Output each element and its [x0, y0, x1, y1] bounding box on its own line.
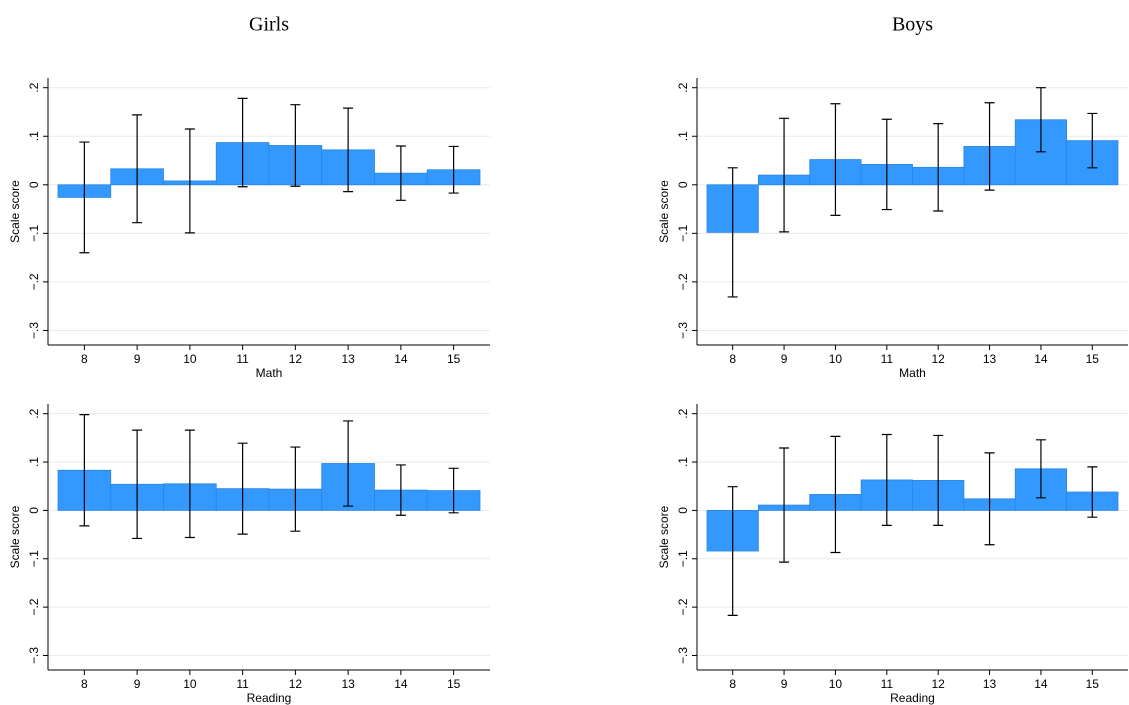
error-bar: [984, 102, 995, 191]
y-axis-label: Scale score: [8, 505, 22, 568]
x-tick-label: 9: [134, 677, 141, 691]
y-tick-label: 0: [676, 181, 690, 188]
x-tick-label: 9: [781, 677, 788, 691]
x-tick-label: 8: [81, 352, 88, 366]
y-tick-label: −.3: [676, 647, 690, 664]
error-bar: [290, 446, 301, 532]
x-tick-label: 15: [1086, 677, 1100, 691]
error-bar: [395, 145, 406, 201]
panel-title: Girls: [249, 14, 289, 36]
x-tick-label: 13: [341, 677, 355, 691]
x-tick-label: 13: [983, 677, 997, 691]
y-tick-label: −.2: [27, 273, 41, 290]
x-tick-label: 10: [183, 352, 197, 366]
y-tick-label: .2: [27, 82, 41, 92]
y-tick-label: .1: [676, 457, 690, 467]
x-tick-label: 11: [236, 352, 249, 366]
x-tick-label: 9: [781, 352, 788, 366]
x-tick-label: 12: [289, 677, 303, 691]
x-tick-label: 14: [394, 352, 408, 366]
error-bar: [448, 145, 459, 194]
error-bar: [1035, 439, 1046, 499]
x-tick-label: 14: [394, 677, 408, 691]
error-bar: [448, 467, 459, 514]
x-tick-label: 15: [1086, 352, 1100, 366]
x-tick-label: 14: [1034, 677, 1048, 691]
error-bar: [343, 107, 354, 193]
x-tick-label: 10: [183, 677, 197, 691]
y-tick-label: −.3: [27, 322, 41, 339]
error-bar: [184, 429, 195, 539]
x-axis-label: Math: [899, 366, 926, 380]
y-tick-label: .1: [27, 457, 41, 467]
x-tick-label: 11: [881, 352, 894, 366]
x-tick-label: 12: [932, 352, 946, 366]
error-bar: [132, 114, 143, 224]
y-tick-label: 0: [676, 507, 690, 514]
y-tick-label: −.2: [676, 273, 690, 290]
x-tick-label: 15: [447, 352, 461, 366]
x-tick-label: 13: [983, 352, 997, 366]
error-bar: [290, 104, 301, 187]
error-bar: [132, 429, 143, 540]
error-bar: [779, 117, 790, 233]
error-bar: [237, 97, 248, 188]
y-axis-label: Scale score: [657, 180, 671, 243]
x-tick-label: 9: [134, 352, 141, 366]
error-bar: [727, 486, 738, 616]
x-tick-label: 8: [81, 677, 88, 691]
error-bar: [343, 420, 354, 507]
panel-title: Boys: [892, 14, 933, 36]
error-bar: [830, 435, 841, 554]
x-tick-label: 13: [341, 352, 355, 366]
error-bar: [1087, 112, 1098, 169]
y-tick-label: −.1: [676, 225, 690, 242]
error-bar: [1035, 87, 1046, 153]
error-bar: [79, 414, 90, 527]
x-axis-label: Math: [256, 366, 283, 380]
error-bar: [184, 128, 195, 234]
y-tick-label: 0: [27, 507, 41, 514]
error-bar: [830, 103, 841, 216]
x-tick-label: 8: [729, 677, 736, 691]
y-tick-label: −.1: [27, 225, 41, 242]
error-bar: [984, 452, 995, 546]
x-tick-label: 15: [447, 677, 461, 691]
x-tick-label: 14: [1034, 352, 1048, 366]
error-bar: [881, 118, 892, 211]
error-bar: [779, 447, 790, 563]
error-bar: [1087, 466, 1098, 518]
y-tick-label: −.1: [676, 550, 690, 567]
y-tick-label: .2: [676, 82, 690, 92]
y-tick-label: .2: [676, 408, 690, 418]
y-axis-label: Scale score: [657, 505, 671, 568]
x-tick-label: 12: [932, 677, 946, 691]
y-tick-label: −.3: [676, 322, 690, 339]
x-axis-label: Reading: [890, 691, 935, 705]
x-tick-label: 10: [829, 352, 843, 366]
error-bar: [79, 141, 90, 254]
y-tick-label: −.2: [676, 598, 690, 615]
x-axis-label: Reading: [247, 691, 292, 705]
error-bar: [395, 464, 406, 516]
y-tick-label: .2: [27, 408, 41, 418]
x-tick-label: 12: [289, 352, 303, 366]
x-tick-label: 10: [829, 677, 843, 691]
y-tick-label: −.2: [27, 598, 41, 615]
y-axis-label: Scale score: [8, 180, 22, 243]
y-tick-label: .1: [27, 131, 41, 141]
x-tick-label: 11: [236, 677, 249, 691]
x-tick-label: 11: [881, 677, 894, 691]
error-bar: [881, 433, 892, 526]
error-bar: [933, 123, 944, 212]
error-bar: [237, 442, 248, 535]
x-tick-label: 8: [729, 352, 736, 366]
y-tick-label: .1: [676, 131, 690, 141]
y-tick-label: 0: [27, 181, 41, 188]
error-bar: [727, 167, 738, 298]
error-bar: [933, 434, 944, 526]
y-tick-label: −.3: [27, 647, 41, 664]
y-tick-label: −.1: [27, 550, 41, 567]
